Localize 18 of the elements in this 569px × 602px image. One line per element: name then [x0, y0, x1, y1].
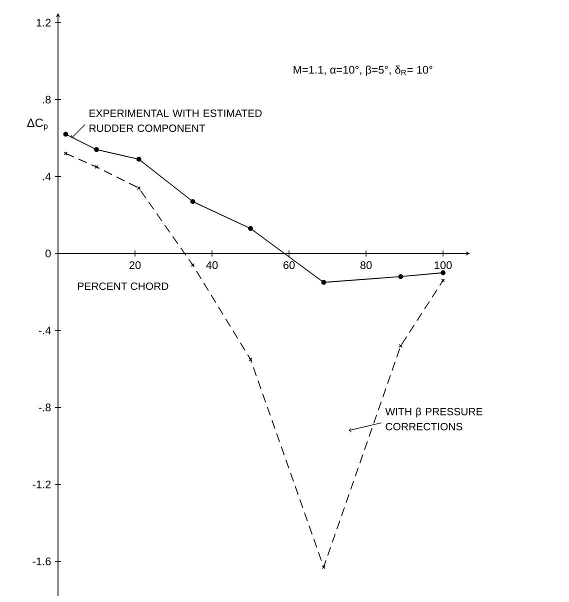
y-tick-label: -1.2: [32, 480, 51, 488]
x-tick-label: 80: [360, 261, 372, 270]
y-tick-label: -.4: [38, 326, 51, 334]
y-tick-label: -1.6: [32, 557, 51, 566]
x-tick-label: 60: [283, 261, 295, 270]
y-tick-label: 1.2: [36, 18, 51, 26]
x-tick-label: 100: [434, 261, 452, 270]
series-label: EXPERIMENTAL WITH ESTIMATED RUDDER COMPONENT: [90, 110, 262, 132]
y-axis-title: ΔC$_{p}$: [27, 118, 48, 130]
x-tick-label: 20: [129, 261, 141, 270]
series-label: WITH β PRESSURE CORRECTIONS: [385, 408, 482, 430]
y-tick-label: -.8: [38, 404, 51, 412]
y-tick-label: 0: [46, 250, 51, 258]
y-tick-label: .4: [43, 172, 51, 180]
x-axis-title: PERCENT CHORD: [78, 282, 168, 290]
x-tick-label: 40: [206, 261, 218, 270]
y-tick-label: .8: [43, 96, 51, 104]
annotation: M=1.1, α=10°, β=5°, δ$_{R}$= 10°: [294, 66, 432, 76]
